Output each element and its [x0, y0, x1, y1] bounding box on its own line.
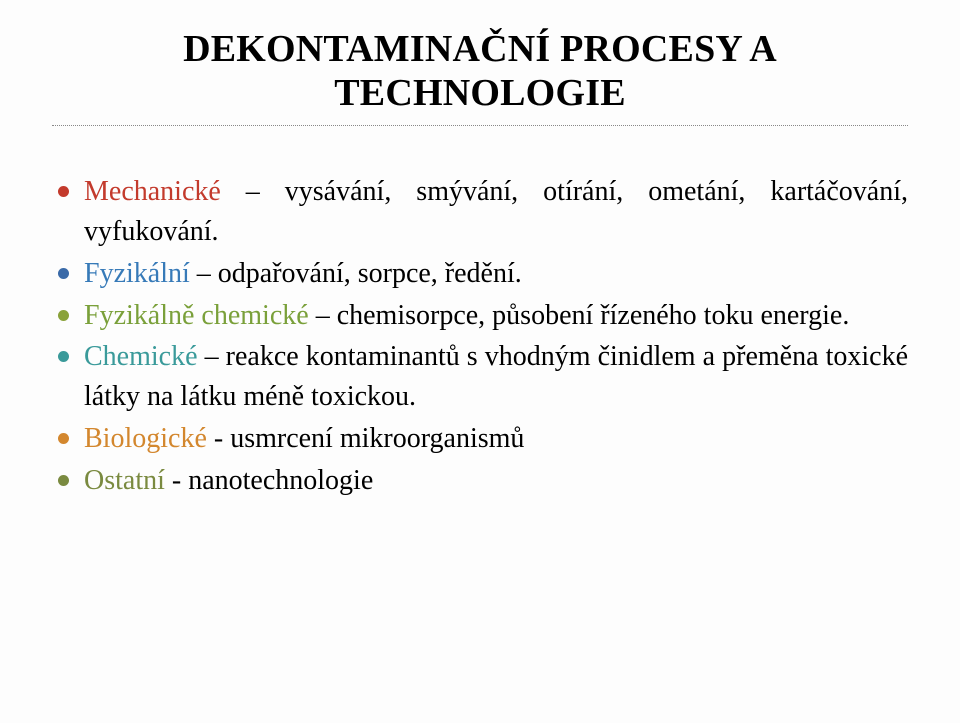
bullet-head: Fyzikálně chemické [84, 300, 309, 331]
list-item: Fyzikální – odpařování, sorpce, ředění. [52, 254, 908, 294]
list-item: Mechanické – vysávání, smývání, otírání,… [52, 172, 908, 252]
slide-title: DEKONTAMINAČNÍ PROCESY A TECHNOLOGIE [52, 28, 908, 115]
bullet-rest: – reakce kontaminantů s vhodným činidlem… [84, 341, 908, 412]
bullet-rest: – odpařování, sorpce, ředění. [190, 258, 522, 289]
bullet-rest: - nanotechnologie [165, 465, 373, 496]
bullet-head: Ostatní [84, 465, 165, 496]
bullet-head: Chemické [84, 341, 198, 372]
title-line-1: DEKONTAMINAČNÍ PROCESY A [183, 28, 777, 70]
bullet-head: Biologické [84, 423, 207, 454]
title-divider [52, 125, 908, 126]
list-item: Fyzikálně chemické – chemisorpce, působe… [52, 296, 908, 336]
title-line-2: TECHNOLOGIE [334, 72, 626, 114]
slide: DEKONTAMINAČNÍ PROCESY A TECHNOLOGIE Mec… [0, 0, 960, 723]
bullet-rest: – chemisorpce, působení řízeného toku en… [309, 300, 850, 331]
bullet-head: Mechanické [84, 176, 221, 207]
bullet-list: Mechanické – vysávání, smývání, otírání,… [52, 172, 908, 500]
bullet-head: Fyzikální [84, 258, 190, 289]
list-item: Ostatní - nanotechnologie [52, 461, 908, 501]
bullet-rest: - usmrcení mikroorganismů [207, 423, 525, 454]
list-item: Biologické - usmrcení mikroorganismů [52, 419, 908, 459]
list-item: Chemické – reakce kontaminantů s vhodným… [52, 337, 908, 417]
